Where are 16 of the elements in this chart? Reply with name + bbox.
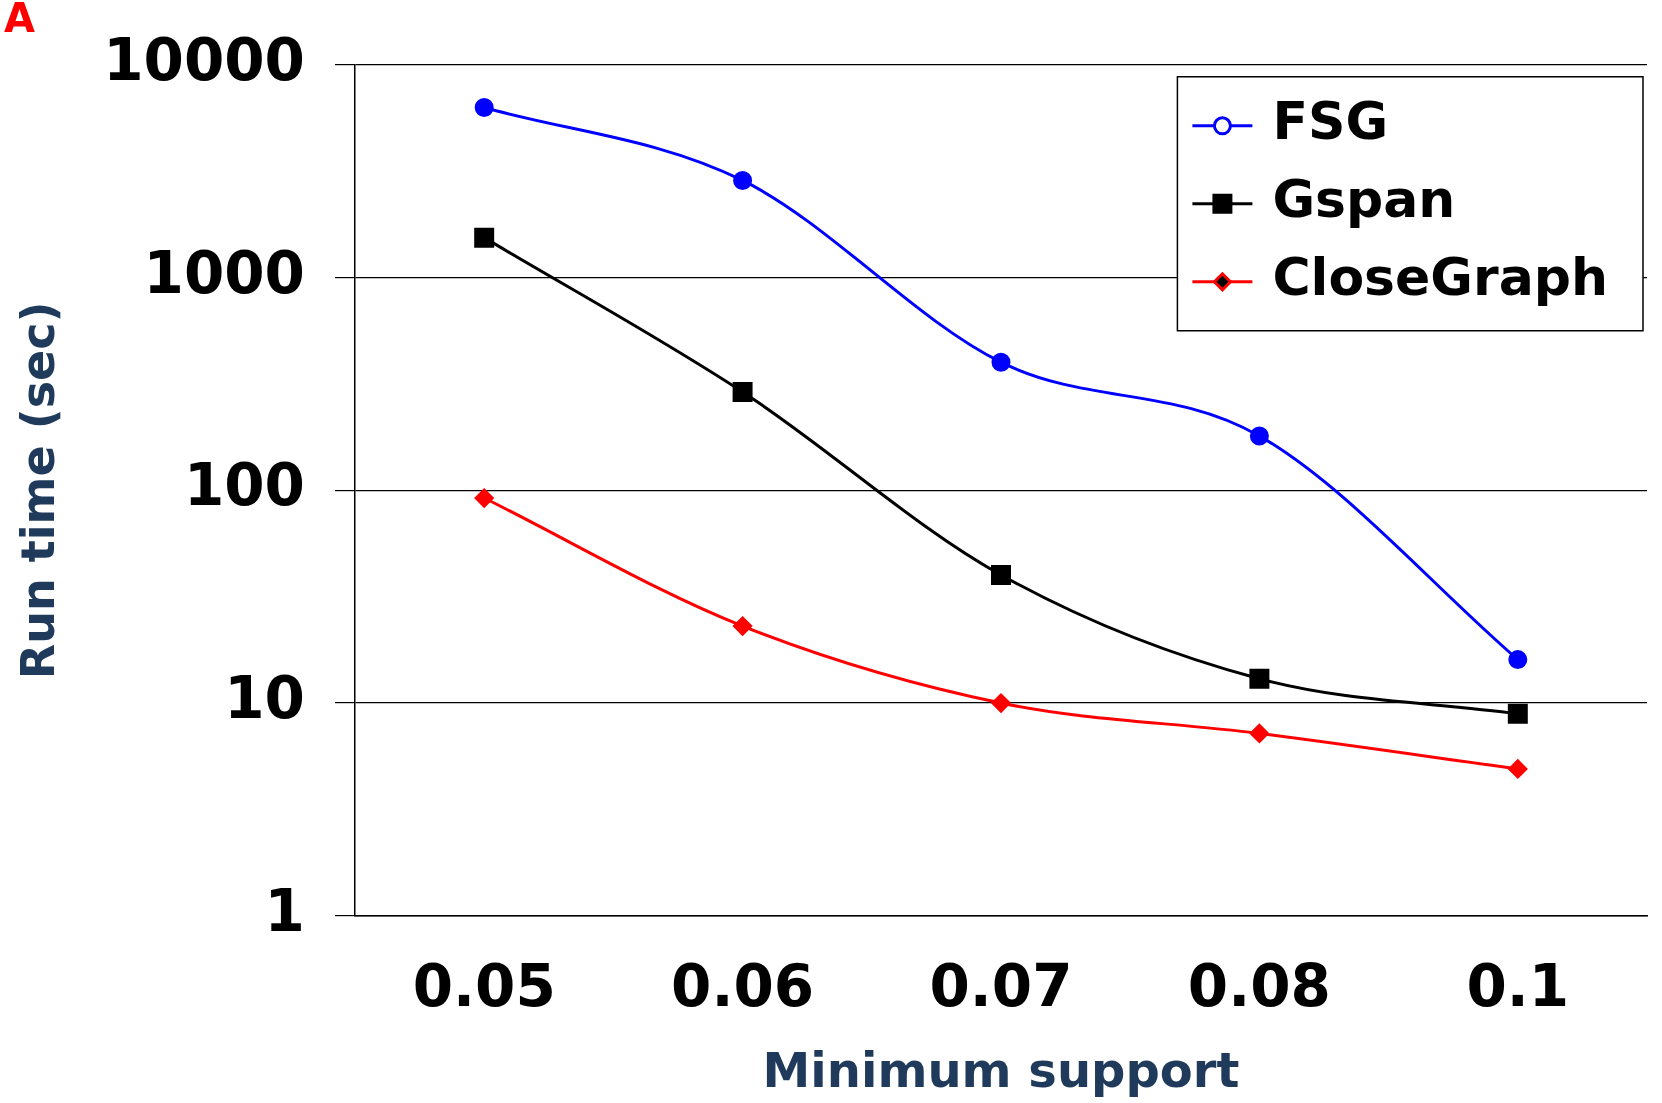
legend-label: CloseGraph xyxy=(1272,247,1609,308)
x-tick-label: 0.08 xyxy=(1187,951,1331,1020)
x-axis-title: Minimum support xyxy=(762,1041,1240,1098)
y-tick-label: 100 xyxy=(183,451,305,520)
x-tick-label: 0.07 xyxy=(929,951,1073,1020)
x-tick-label: 0.05 xyxy=(412,951,556,1020)
x-tick-label: 0.06 xyxy=(671,951,815,1020)
y-axis-title: Run time (sec) xyxy=(10,301,65,680)
y-tick-label: 1000 xyxy=(143,238,305,307)
legend-label: Gspan xyxy=(1272,169,1456,230)
text: A xyxy=(4,0,35,42)
y-tick-label: 1 xyxy=(264,876,305,945)
y-tick-label: 10000 xyxy=(103,25,305,94)
x-tick-label: 0.1 xyxy=(1466,951,1570,1020)
legend-label: FSG xyxy=(1272,91,1389,152)
y-tick-label: 10 xyxy=(224,664,305,733)
